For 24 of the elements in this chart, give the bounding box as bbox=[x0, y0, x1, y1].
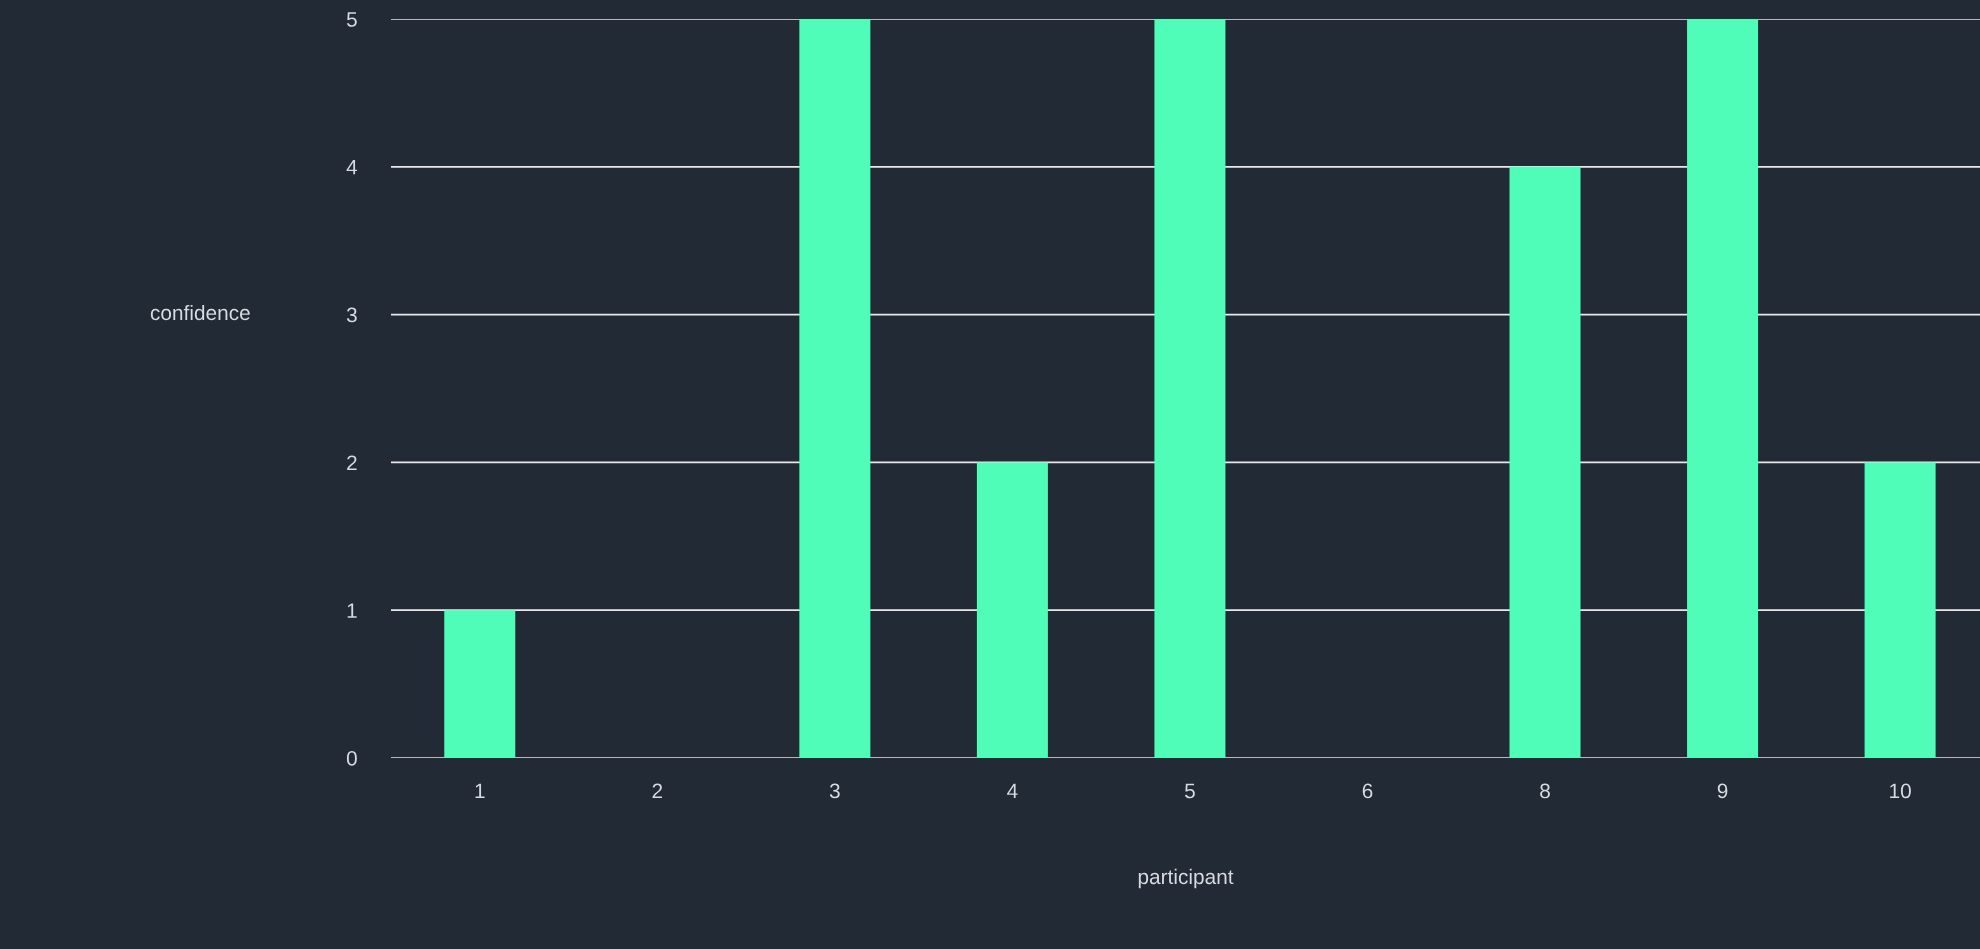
y-tick-label: 4 bbox=[346, 160, 358, 175]
x-tick-label: 2 bbox=[652, 783, 663, 799]
x-tick-label: 4 bbox=[1007, 783, 1018, 799]
x-axis-title: participant bbox=[1138, 868, 1234, 889]
x-tick-label: 5 bbox=[1184, 783, 1195, 799]
bar bbox=[1154, 19, 1226, 758]
x-tick-label: 6 bbox=[1362, 783, 1373, 799]
x-tick-label: 3 bbox=[829, 783, 840, 799]
y-tick-label: 0 bbox=[346, 751, 357, 766]
bar bbox=[799, 19, 871, 758]
y-axis-title: confidence bbox=[150, 304, 250, 321]
bar bbox=[976, 462, 1048, 758]
x-tick-label: 9 bbox=[1717, 783, 1728, 799]
x-tick-label: 10 bbox=[1890, 783, 1911, 799]
bar bbox=[444, 610, 516, 758]
bar bbox=[1864, 462, 1936, 758]
bar bbox=[1509, 166, 1581, 758]
x-tick-label: 8 bbox=[1540, 783, 1550, 799]
y-tick-label: 2 bbox=[347, 455, 357, 470]
bar bbox=[1687, 19, 1759, 758]
y-tick-label: 5 bbox=[346, 12, 357, 27]
y-tick-label: 3 bbox=[346, 307, 357, 323]
x-tick-label: 1 bbox=[475, 783, 485, 799]
y-tick-label: 1 bbox=[347, 603, 357, 618]
